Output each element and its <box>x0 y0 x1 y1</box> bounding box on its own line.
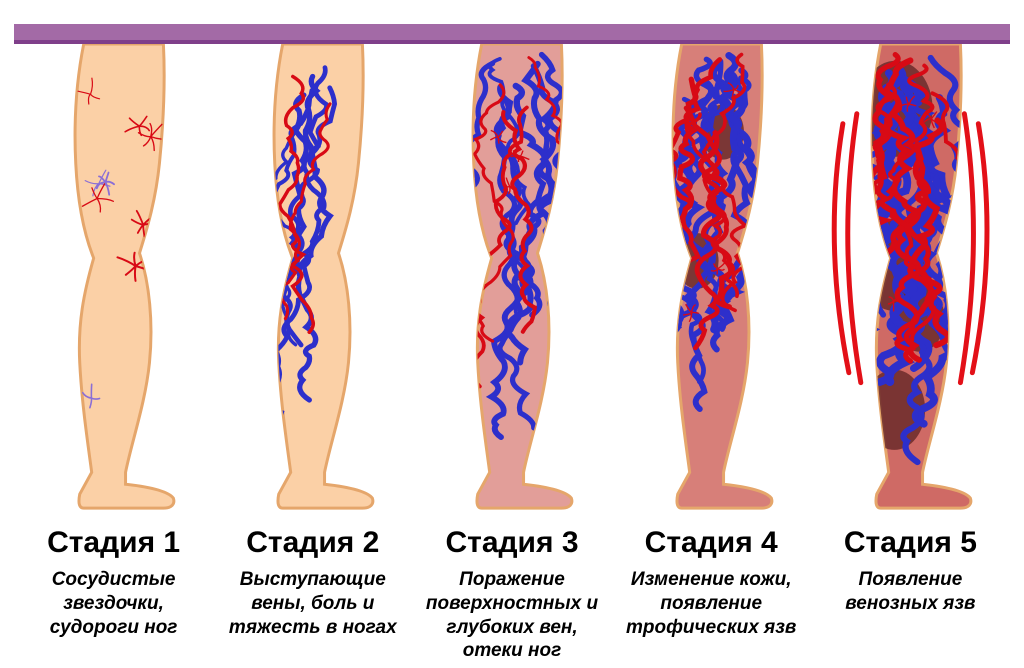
stage-1-title: Стадия 1 <box>47 526 180 560</box>
stage-4-column: Стадия 4 Изменение кожи, появление трофич… <box>612 44 811 668</box>
stage-4-description: Изменение кожи, появление трофических яз… <box>612 568 811 639</box>
top-bar <box>14 24 1010 44</box>
stage-5-column: Стадия 5 Появление венозных язв <box>811 44 1010 668</box>
stage-2-description: Выступающие вены, боль и тяжесть в ногах <box>213 568 412 639</box>
stages-row: Стадия 1 Сосудистые звездочки, судороги н… <box>14 44 1010 668</box>
stage-3-illustration <box>412 44 611 524</box>
stage-1-description: Сосудистые звездочки, судороги ног <box>14 568 213 639</box>
stage-4-illustration <box>612 44 811 524</box>
stage-2-column: Стадия 2 Выступающие вены, боль и тяжесть… <box>213 44 412 668</box>
stage-1-column: Стадия 1 Сосудистые звездочки, судороги н… <box>14 44 213 668</box>
stage-3-description: Поражение поверхностных и глубоких вен, … <box>412 568 611 663</box>
stage-5-title: Стадия 5 <box>844 526 977 560</box>
stage-1-illustration <box>14 44 213 524</box>
stage-3-title: Стадия 3 <box>445 526 578 560</box>
stage-5-description: Появление венозных язв <box>811 568 1010 616</box>
stage-4-title: Стадия 4 <box>645 526 778 560</box>
stage-5-illustration <box>811 44 1010 524</box>
stage-2-illustration <box>213 44 412 524</box>
leg-silhouette <box>75 44 174 508</box>
stage-3-column: Стадия 3 Поражение поверхностных и глубок… <box>412 44 611 668</box>
stage-2-title: Стадия 2 <box>246 526 379 560</box>
